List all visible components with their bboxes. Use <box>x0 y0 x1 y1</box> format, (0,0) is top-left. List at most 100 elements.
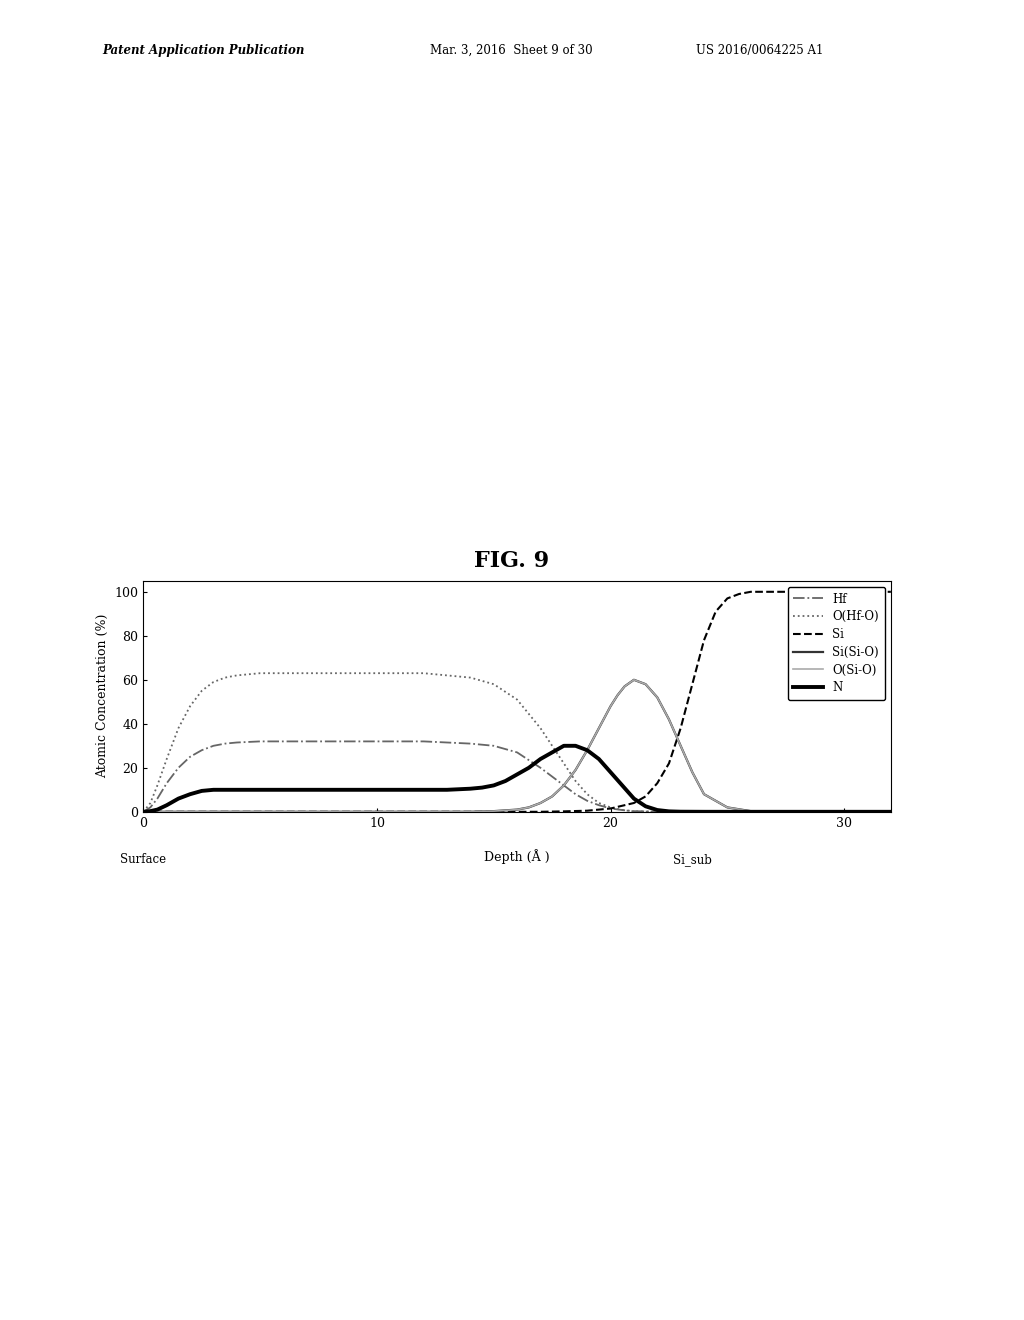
Si(Si-O) <box>558 777 570 793</box>
O(Hf-O) <box>604 800 616 816</box>
O(Si-O) <box>558 777 570 793</box>
N <box>651 803 664 818</box>
N <box>593 751 605 767</box>
Si(Si-O) <box>371 804 383 820</box>
Hf <box>593 797 605 813</box>
O(Hf-O) <box>885 804 897 820</box>
Hf <box>144 800 157 816</box>
Text: Surface: Surface <box>120 854 167 866</box>
Hf <box>487 738 500 754</box>
Text: FIG. 9: FIG. 9 <box>474 550 550 572</box>
Si(Si-O) <box>885 804 897 820</box>
N <box>301 781 313 797</box>
Hf <box>792 804 804 820</box>
Si(Si-O) <box>639 676 651 692</box>
Si <box>686 676 698 692</box>
Legend: Hf, O(Hf-O), Si, Si(Si-O), O(Si-O), N: Hf, O(Hf-O), Si, Si(Si-O), O(Si-O), N <box>787 586 885 700</box>
Hf <box>207 738 219 754</box>
Hf <box>604 800 616 816</box>
N <box>476 780 488 796</box>
Hf <box>838 804 850 820</box>
Hf <box>441 734 454 750</box>
Si <box>604 800 616 816</box>
N <box>371 781 383 797</box>
N <box>792 804 804 820</box>
Hf <box>184 748 197 764</box>
Hf <box>172 760 184 776</box>
N <box>768 804 780 820</box>
O(Hf-O) <box>196 682 208 698</box>
O(Hf-O) <box>511 692 523 708</box>
N <box>558 738 570 754</box>
Si(Si-O) <box>546 788 558 804</box>
O(Hf-O) <box>815 804 827 820</box>
O(Hf-O) <box>675 804 687 820</box>
O(Si-O) <box>815 804 827 820</box>
N <box>418 781 430 797</box>
Hf <box>815 804 827 820</box>
Si(Si-O) <box>698 787 711 803</box>
Line: Si: Si <box>143 591 891 812</box>
Si(Si-O) <box>611 688 624 704</box>
N <box>137 804 150 820</box>
Si(Si-O) <box>721 800 733 816</box>
O(Si-O) <box>371 804 383 820</box>
O(Hf-O) <box>347 665 359 681</box>
N <box>569 738 582 754</box>
O(Si-O) <box>511 801 523 817</box>
N <box>144 803 157 818</box>
O(Hf-O) <box>230 668 243 684</box>
Si <box>639 788 651 804</box>
O(Hf-O) <box>768 804 780 820</box>
Si(Si-O) <box>744 803 757 818</box>
Hf <box>278 734 290 750</box>
O(Hf-O) <box>172 721 184 737</box>
N <box>347 781 359 797</box>
O(Hf-O) <box>546 738 558 754</box>
O(Si-O) <box>628 672 640 688</box>
O(Hf-O) <box>137 804 150 820</box>
Hf <box>464 735 476 751</box>
X-axis label: Depth (Å ): Depth (Å ) <box>484 849 550 865</box>
N <box>838 804 850 820</box>
O(Hf-O) <box>464 669 476 685</box>
O(Hf-O) <box>371 665 383 681</box>
O(Hf-O) <box>394 665 407 681</box>
Hf <box>744 804 757 820</box>
O(Hf-O) <box>301 665 313 681</box>
N <box>219 781 231 797</box>
Hf <box>511 744 523 760</box>
Si <box>511 804 523 820</box>
N <box>441 781 454 797</box>
Si <box>663 755 675 771</box>
Text: Patent Application Publication: Patent Application Publication <box>102 44 305 57</box>
O(Hf-O) <box>487 676 500 692</box>
Hf <box>721 804 733 820</box>
O(Si-O) <box>569 762 582 777</box>
Si <box>721 590 733 606</box>
Text: Mar. 3, 2016  Sheet 9 of 30: Mar. 3, 2016 Sheet 9 of 30 <box>430 44 593 57</box>
N <box>172 791 184 807</box>
O(Hf-O) <box>569 774 582 789</box>
Hf <box>885 804 897 820</box>
Si <box>137 804 150 820</box>
O(Si-O) <box>137 804 150 820</box>
O(Hf-O) <box>144 795 157 810</box>
O(Hf-O) <box>324 665 336 681</box>
O(Si-O) <box>675 738 687 754</box>
O(Si-O) <box>593 721 605 737</box>
N <box>628 791 640 807</box>
O(Si-O) <box>254 804 266 820</box>
Hf <box>254 734 266 750</box>
O(Hf-O) <box>278 665 290 681</box>
Hf <box>768 804 780 820</box>
O(Si-O) <box>546 788 558 804</box>
Si <box>371 804 383 820</box>
Hf <box>616 803 629 818</box>
Hf <box>196 742 208 758</box>
O(Hf-O) <box>441 668 454 684</box>
O(Hf-O) <box>161 751 173 767</box>
O(Si-O) <box>581 742 593 758</box>
Si <box>815 583 827 599</box>
Si <box>651 775 664 791</box>
